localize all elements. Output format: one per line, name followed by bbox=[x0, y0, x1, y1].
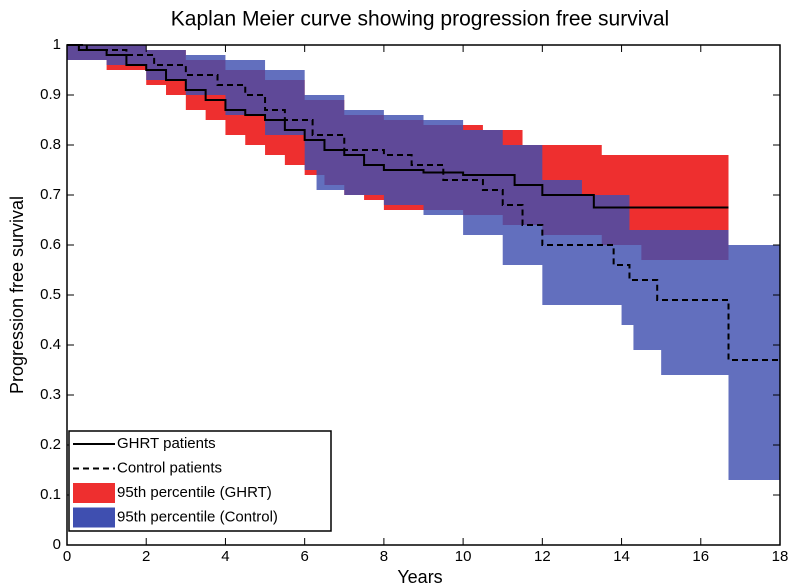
x-tick-label: 12 bbox=[534, 548, 551, 565]
y-tick-label: 0 bbox=[53, 536, 61, 553]
x-tick-label: 2 bbox=[142, 548, 150, 565]
legend-swatch bbox=[73, 507, 115, 528]
y-tick-label: 0.5 bbox=[40, 286, 61, 303]
survival-line bbox=[67, 44, 780, 361]
x-axis-label: Years bbox=[397, 567, 442, 587]
y-tick-label: 0.3 bbox=[40, 386, 61, 403]
survival-line bbox=[67, 44, 729, 209]
y-tick-label: 0.8 bbox=[40, 136, 61, 153]
legend-label: Control patients bbox=[117, 459, 222, 476]
legend-label: 95th percentile (Control) bbox=[117, 508, 278, 525]
y-tick-label: 0.4 bbox=[40, 336, 61, 353]
x-tick-label: 6 bbox=[300, 548, 308, 565]
legend-label: 95th percentile (GHRT) bbox=[117, 484, 272, 501]
y-tick-label: 0.1 bbox=[40, 486, 61, 503]
legend: GHRT patients Control patients 95th percen… bbox=[68, 430, 332, 532]
y-axis-label: Progression free survival bbox=[7, 196, 27, 394]
chart-title: Kaplan Meier curve showing progression f… bbox=[171, 8, 669, 31]
x-tick-label: 14 bbox=[613, 548, 630, 565]
y-tick-label: 1 bbox=[53, 36, 61, 53]
y-tick-label: 0.6 bbox=[40, 236, 61, 253]
legend-swatch bbox=[73, 483, 115, 503]
x-tick-label: 4 bbox=[221, 548, 229, 565]
x-tick-label: 16 bbox=[692, 548, 709, 565]
y-tick-label: 0.2 bbox=[40, 436, 61, 453]
legend-label: GHRT patients bbox=[117, 435, 216, 452]
confidence-band bbox=[67, 45, 780, 480]
x-tick-label: 18 bbox=[772, 548, 789, 565]
x-tick-label: 8 bbox=[380, 548, 388, 565]
x-tick-label: 10 bbox=[455, 548, 472, 565]
y-tick-label: 0.9 bbox=[40, 86, 61, 103]
x-tick-label: 0 bbox=[63, 548, 71, 565]
y-tick-label: 0.7 bbox=[40, 186, 61, 203]
